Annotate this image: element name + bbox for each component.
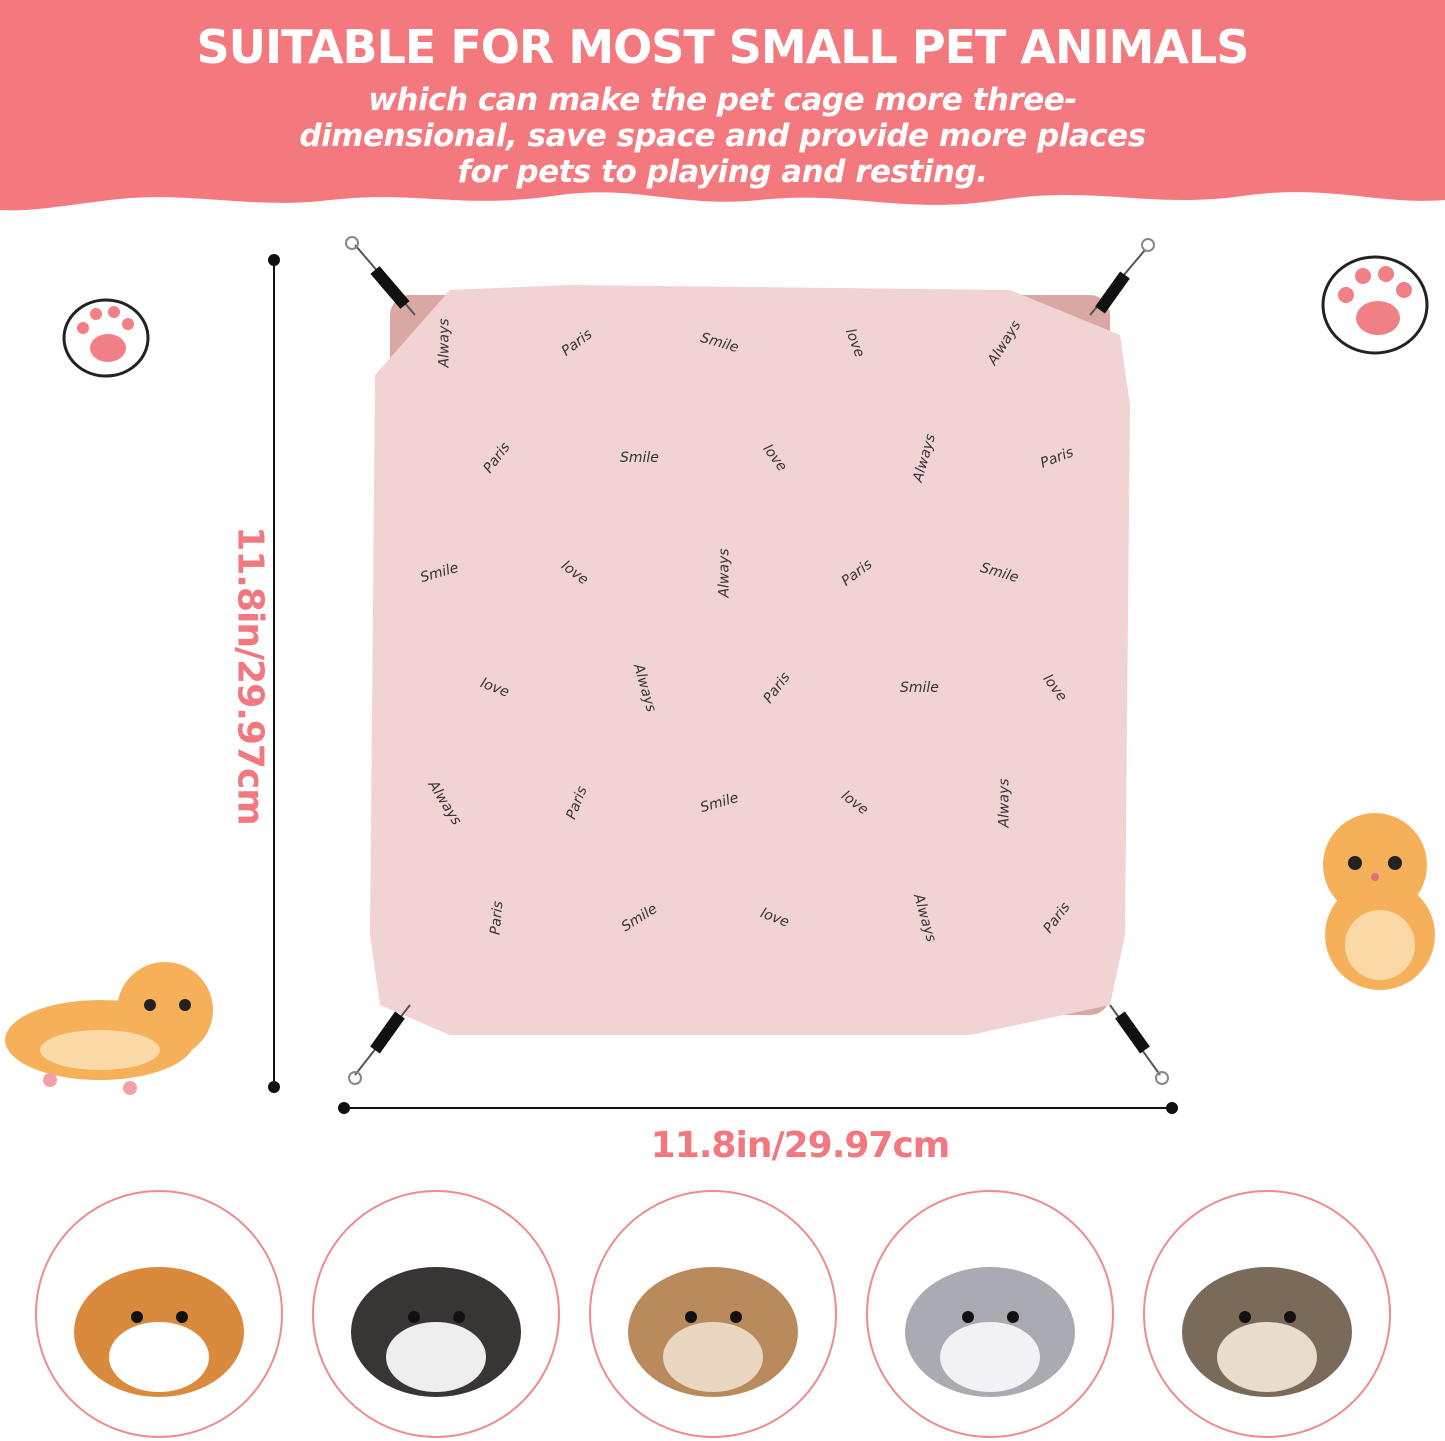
animal-circle-mouse xyxy=(589,1190,837,1438)
subheadline-line: dimensional, save space and provide more… xyxy=(299,118,1146,154)
width-label: 11.8in/29.97cm xyxy=(650,1125,951,1166)
paw-print-icon xyxy=(1321,255,1429,355)
mouse-photo xyxy=(628,1267,798,1397)
fabric-print-word: Always xyxy=(996,778,1013,828)
fabric-print-word: Paris xyxy=(487,900,507,936)
dimension-endpoint xyxy=(268,1081,280,1093)
animal-circle-chinchilla xyxy=(866,1190,1114,1438)
subheadline-line: for pets to playing and resting. xyxy=(457,154,988,190)
subheadline-line: which can make the pet cage more three- xyxy=(368,82,1077,118)
hammock-product-image: Always Paris Smile love Always Paris Smile love… xyxy=(330,235,1170,1095)
header-banner xyxy=(0,0,1445,211)
fabric-print-word: Always xyxy=(436,318,453,368)
animal-circle-hedgehog xyxy=(1143,1190,1391,1438)
hammock-shape xyxy=(345,236,1169,1085)
dimension-endpoint xyxy=(268,254,280,266)
headline: SUITABLE FOR MOST SMALL PET ANIMALS xyxy=(196,20,1250,74)
animal-circle-guinea-pig xyxy=(35,1190,283,1438)
height-dimension-line xyxy=(273,260,275,1088)
fabric-print-word: Smile xyxy=(620,450,659,466)
dimension-endpoint xyxy=(1166,1102,1178,1114)
dimension-endpoint xyxy=(338,1102,350,1114)
chinchilla-photo xyxy=(905,1267,1075,1397)
height-label: 11.8in/29.97cm xyxy=(229,526,271,825)
ferret-photo xyxy=(351,1267,521,1397)
hamster-illustration xyxy=(1323,813,1435,990)
animal-circle-ferret xyxy=(312,1190,560,1438)
fabric-print-word: Smile xyxy=(900,680,939,696)
fabric-print-word: Always xyxy=(716,548,733,598)
hedgehog-photo xyxy=(1182,1267,1352,1397)
hamster-illustration xyxy=(5,962,213,1095)
guinea-pig-photo xyxy=(74,1267,244,1397)
paw-print-icon xyxy=(62,298,150,378)
subheadline: which can make the pet cage more three- … xyxy=(0,82,1445,190)
width-dimension-line xyxy=(345,1107,1173,1109)
